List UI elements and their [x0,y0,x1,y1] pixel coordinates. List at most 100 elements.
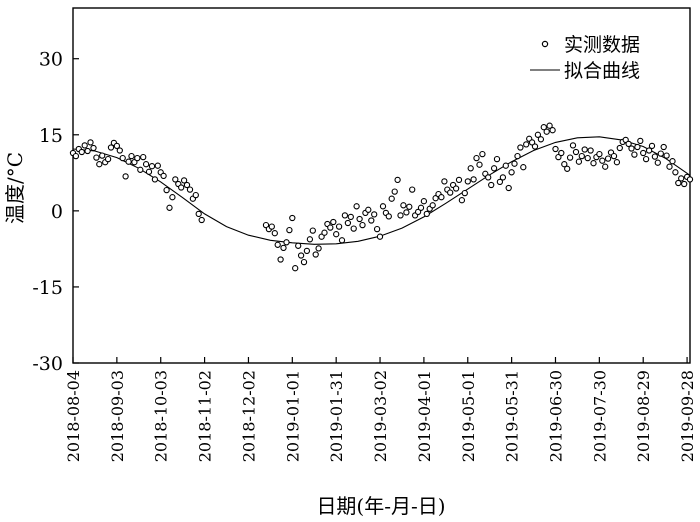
data-point [333,231,340,238]
data-point [669,158,676,165]
data-point [628,145,635,152]
data-point [169,194,176,201]
data-point [163,186,170,194]
data-point [602,163,609,170]
data-point [429,202,436,209]
data-point [470,176,477,183]
y-tick-label: -30 [32,353,63,375]
data-point [183,181,191,189]
data-point [540,124,547,131]
data-point [96,161,103,168]
data-point [552,145,559,153]
data-point [531,143,539,150]
data-point [642,155,650,163]
fit-curve-line [72,136,691,245]
data-point [178,184,185,191]
data-point [356,215,363,223]
data-point [195,210,202,218]
data-point [116,147,123,154]
data-point [452,185,460,192]
x-tick-label: 2019-07-30 [590,370,609,462]
data-point [584,154,591,162]
data-point [561,161,568,168]
data-point [511,160,518,167]
data-point [373,225,381,233]
data-point [347,213,354,221]
data-point [566,154,574,161]
data-point [388,195,395,202]
data-point [368,217,375,224]
data-point [625,140,632,148]
data-point [321,229,328,236]
x-tick-label: 2019-01-01 [283,370,302,462]
y-tick-label: 15 [39,125,63,147]
data-point [104,155,112,163]
data-point [637,137,644,145]
data-point [686,176,694,183]
data-point [280,244,287,252]
data-point [499,174,507,181]
data-point [634,143,641,151]
data-point [575,158,583,165]
data-point [473,154,480,162]
data-point [271,230,278,237]
data-point [72,152,80,160]
data-point [142,161,150,168]
x-tick-label: 2019-05-31 [503,370,522,462]
data-point [303,247,311,255]
data-point [330,218,337,226]
data-point [341,212,349,219]
data-point [297,252,305,259]
x-tick-label: 2019-03-02 [371,370,390,462]
legend-marker-measured [541,40,549,48]
data-point [403,209,410,216]
x-tick-label: 2018-09-03 [108,370,127,462]
x-tick-label: 2018-10-03 [152,370,171,462]
data-point [338,237,346,244]
data-point [523,141,530,148]
y-axis: -30 -15 0 15 30 [32,49,79,375]
data-point [537,136,545,143]
data-point [654,159,661,166]
data-point [93,154,100,161]
data-point [397,212,404,219]
data-point [555,153,562,161]
x-tick-label: 2019-08-29 [634,370,653,462]
legend-label-measured: 实测数据 [564,34,640,56]
data-point [485,174,492,181]
data-point [528,139,536,146]
plot-frame [72,7,691,364]
data-point [441,178,448,185]
data-point [283,239,290,246]
data-point [268,223,275,230]
data-point [277,256,284,263]
data-point [681,180,688,188]
data-point [648,142,656,150]
data-point [610,152,618,160]
data-point [180,177,188,184]
data-point [672,169,679,176]
data-point [140,153,147,161]
data-point [353,203,360,210]
data-point [394,176,401,184]
data-point [645,147,653,154]
data-point [371,211,378,218]
data-point [134,154,141,162]
data-point [447,189,454,196]
x-tick-label: 2019-09-28 [678,370,697,462]
data-point [549,127,556,134]
data-point [490,165,498,172]
data-point [192,191,199,199]
data-point [289,214,296,222]
data-point [417,204,425,211]
data-point [365,206,372,213]
data-point [657,150,664,157]
data-point [616,144,623,152]
data-point [295,242,302,249]
data-point [172,176,179,183]
data-point [590,160,597,167]
data-point [125,158,132,165]
data-point [496,178,504,186]
data-point [160,172,167,180]
